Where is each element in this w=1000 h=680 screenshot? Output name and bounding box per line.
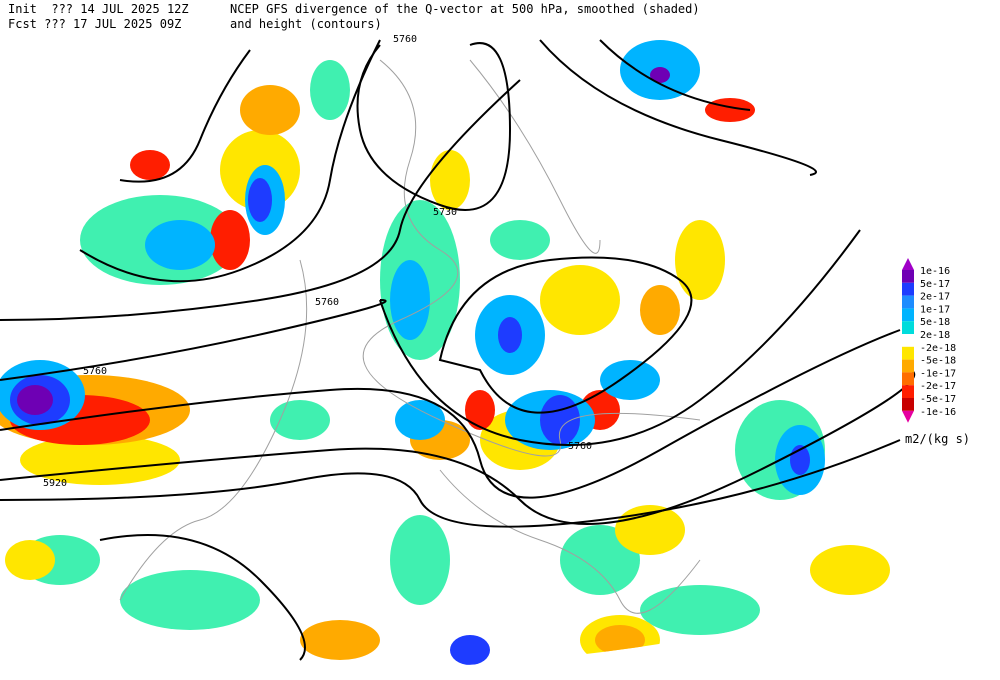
contour-label: 5920 <box>43 478 67 489</box>
forecast-time: Fcst ??? 17 JUL 2025 09Z <box>8 17 181 31</box>
colorbar-label: -2e-17 <box>920 381 956 392</box>
colorbar-label: -5e-17 <box>920 394 956 405</box>
colorbar-segment <box>902 334 914 347</box>
init-time: Init ??? 14 JUL 2025 12Z <box>8 2 189 16</box>
contour-label: 5760 <box>393 34 417 45</box>
contour-label: 5760 <box>315 297 339 308</box>
contour-label: 5760 <box>568 441 592 452</box>
colorbar-segment <box>902 346 914 360</box>
colorbar-segment <box>902 372 914 386</box>
colorbar-segment <box>902 321 914 334</box>
colorbar-label: 1e-16 <box>920 266 950 277</box>
contour-label: 5730 <box>433 207 457 218</box>
units-label: m2/(kg s) <box>905 432 970 446</box>
contour-label: 5760 <box>83 366 107 377</box>
colorbar-label: 2e-17 <box>920 292 950 303</box>
colorbar-arrow <box>902 258 914 270</box>
colorbar-label: -2e-18 <box>920 343 956 354</box>
colorbar-segment <box>902 282 914 296</box>
colorbar-segment <box>902 270 914 283</box>
colorbar-segment <box>902 398 914 411</box>
colorbar-segment <box>902 308 914 322</box>
colorbar-label: 1e-17 <box>920 304 950 315</box>
colorbar-arrow <box>902 410 914 423</box>
colorbar-label: -1e-16 <box>920 407 956 418</box>
map-title: NCEP GFS divergence of the Q-vector at 5… <box>230 2 700 16</box>
colorbar-segment <box>902 295 914 309</box>
colorbar-label: -5e-18 <box>920 356 956 367</box>
colorbar-segment <box>902 359 914 373</box>
shaded-field <box>0 30 910 671</box>
height-contours <box>0 39 916 661</box>
colorbar-label: 5e-18 <box>920 317 950 328</box>
colorbar-label: 5e-17 <box>920 279 950 290</box>
colorbar-segment <box>902 385 914 398</box>
colorbar-label: 2e-18 <box>920 330 950 341</box>
map-subtitle: and height (contours) <box>230 17 382 31</box>
colorbar-label: -1e-17 <box>920 368 956 379</box>
contour-labels: 5760 5730 5760 5760 5760 5920 <box>43 34 592 489</box>
